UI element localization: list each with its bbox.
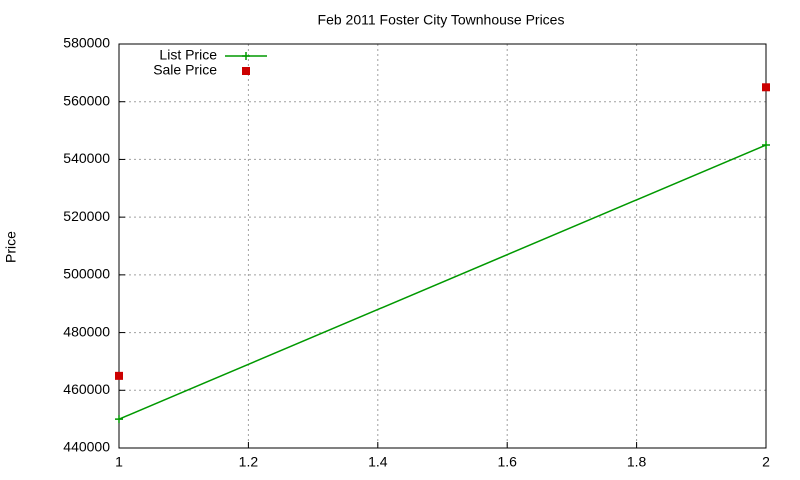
- y-tick-label: 460000: [63, 381, 110, 397]
- x-tick-label: 2: [762, 454, 770, 470]
- legend-label: Sale Price: [153, 62, 217, 78]
- y-tick-label: 520000: [63, 208, 110, 224]
- x-tick-label: 1.8: [627, 454, 647, 470]
- y-axis-label: Price: [3, 231, 19, 263]
- y-tick-label: 440000: [63, 439, 110, 455]
- legend-label: List Price: [159, 47, 217, 63]
- y-tick-label: 480000: [63, 323, 110, 339]
- x-tick-label: 1.6: [497, 454, 517, 470]
- legend-marker: [242, 67, 250, 75]
- series-line: [118, 144, 767, 420]
- point: [115, 415, 123, 424]
- plot-border: [118, 43, 767, 449]
- y-tick-label: 580000: [63, 35, 110, 51]
- legend-marker: [242, 52, 250, 60]
- x-tick-label: 1: [115, 454, 123, 470]
- chart-title: Feb 2011 Foster City Townhouse Prices: [318, 12, 565, 28]
- y-tick-label: 540000: [63, 150, 110, 166]
- x-tick-label: 1.2: [239, 454, 259, 470]
- point: [762, 141, 770, 149]
- x-tick-label: 1.4: [368, 454, 388, 470]
- point: [762, 83, 770, 92]
- y-tick-label: 560000: [63, 92, 110, 108]
- y-tick-label: 500000: [63, 266, 110, 282]
- point: [115, 371, 123, 380]
